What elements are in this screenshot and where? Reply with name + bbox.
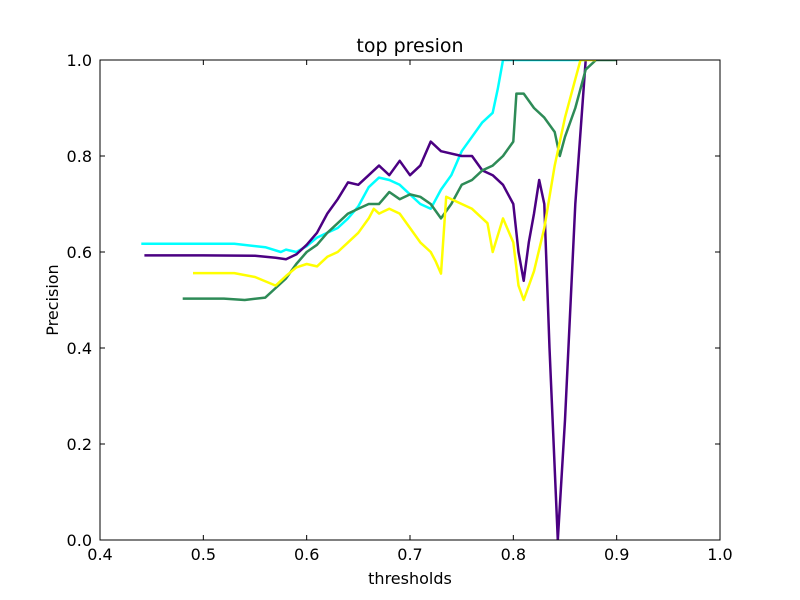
series-line-1 <box>141 60 586 254</box>
series-line-3 <box>182 60 617 302</box>
x-tick-label: 1.0 <box>707 545 732 564</box>
y-tick-label: 0.6 <box>67 243 92 262</box>
x-axis: 0.4 0.5 0.6 0.7 0.8 0.9 1.0 <box>87 60 733 564</box>
x-tick-label: 0.9 <box>604 545 629 564</box>
y-axis: 0.0 0.2 0.4 0.6 0.8 1.0 <box>67 51 720 550</box>
series-layer <box>141 60 617 540</box>
y-tick-label: 0.2 <box>67 435 92 454</box>
x-tick-label: 0.5 <box>191 545 216 564</box>
series-line-4 <box>193 60 596 302</box>
x-tick-label: 0.7 <box>397 545 422 564</box>
y-tick-label: 0.8 <box>67 147 92 166</box>
x-tick-label: 0.8 <box>501 545 526 564</box>
chart-title: top presion <box>356 35 463 57</box>
series-line-2 <box>144 60 587 540</box>
y-tick-label: 0.0 <box>67 531 92 550</box>
x-tick-label: 0.4 <box>87 545 112 564</box>
y-tick-label: 1.0 <box>67 51 92 70</box>
y-axis-label: Precision <box>43 264 62 335</box>
y-tick-label: 0.4 <box>67 339 92 358</box>
x-axis-label: thresholds <box>368 569 452 588</box>
x-tick-label: 0.6 <box>294 545 319 564</box>
